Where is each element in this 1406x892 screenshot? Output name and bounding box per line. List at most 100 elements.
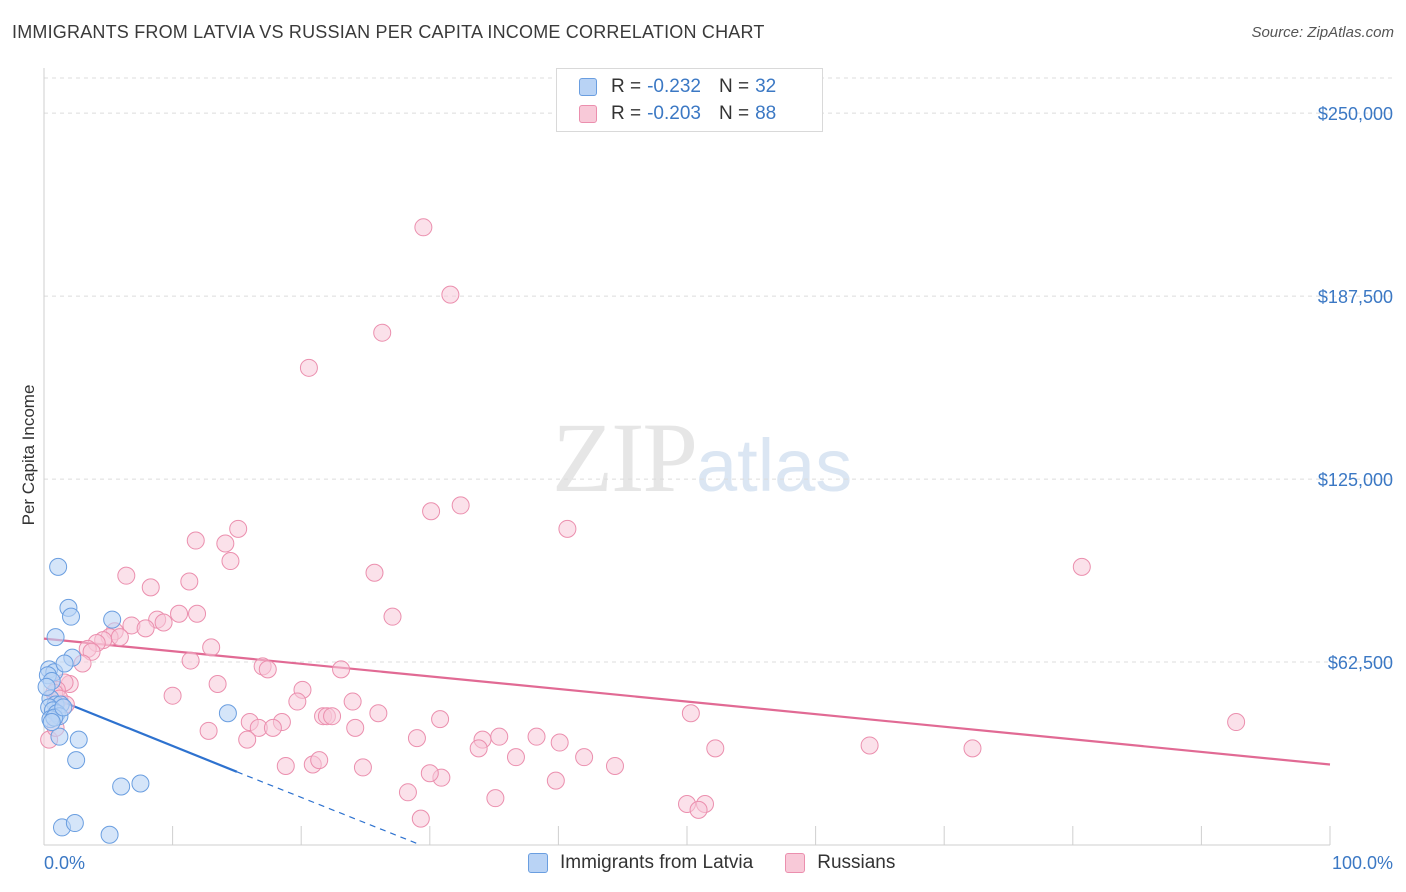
legend-row-latvia: R = -0.232 N = 32: [579, 75, 776, 99]
watermark: ZIPatlas: [552, 400, 852, 515]
legend-latvia-swatch: [528, 853, 548, 873]
source-note: Source: ZipAtlas.com: [1251, 24, 1394, 41]
latvia-point-28: [100, 825, 119, 844]
y-tick-labels: $62,500 $125,000 $187,500 $250,000: [1318, 104, 1393, 673]
russians-point-67: [276, 756, 295, 775]
russians-r-value: -0.203: [647, 103, 701, 124]
x-tick-label-end: 100.0%: [1332, 853, 1393, 873]
latvia-n-value: 32: [755, 76, 777, 97]
russians-point-63: [575, 748, 594, 767]
legend-latvia-label: Immigrants from Latvia: [560, 852, 754, 873]
russians-r-label: R =: [611, 103, 642, 124]
russians-point-34: [383, 607, 402, 626]
russians-point-12: [117, 566, 136, 585]
russians-point-10: [221, 552, 240, 571]
legend-item-russians: Russians: [785, 852, 895, 874]
latvia-point-25: [218, 704, 237, 723]
russians-point-48: [323, 707, 342, 726]
chart-title: IMMIGRANTS FROM LATVIA VS RUSSIAN PER CA…: [12, 22, 765, 42]
russians-n-value: 88: [755, 103, 777, 124]
y-tick-label-3: $250,000: [1318, 104, 1393, 124]
legend-row-russians: R = -0.203 N = 88: [579, 102, 776, 126]
russians-point-15: [188, 604, 207, 623]
latvia-point-17: [46, 628, 65, 647]
latvia-point-27: [65, 814, 84, 833]
russians-point-13: [141, 578, 160, 597]
trend-lines: [43, 637, 1331, 846]
russians-n-label: N =: [718, 103, 750, 124]
russians-point-11: [365, 563, 384, 582]
russians-point-33: [332, 660, 351, 679]
russians-point-78: [860, 736, 879, 755]
latvia-point-0: [49, 557, 68, 576]
russians-point-16: [170, 604, 189, 623]
russians-point-32: [258, 660, 277, 679]
latvia-point-19: [103, 610, 122, 629]
russians-point-74: [398, 783, 417, 802]
russians-point-85: [411, 809, 430, 828]
russians-point-50: [431, 710, 450, 729]
gridlines: [44, 77, 1395, 663]
stats-legend: R = -0.232 N = 32 R = -0.203 N = 88: [556, 68, 823, 132]
russians-point-23: [110, 628, 129, 647]
russians-point-66: [605, 756, 624, 775]
russians-point-56: [346, 718, 365, 737]
russians-point-54: [263, 718, 282, 737]
russians-swatch: [579, 105, 597, 123]
russians-point-69: [310, 751, 329, 770]
russians-point-7: [229, 519, 248, 538]
latvia-r-value: -0.232: [647, 76, 701, 97]
latvia-swatch: [579, 78, 597, 96]
latvia-point-21: [50, 727, 69, 746]
russians-point-30: [181, 651, 200, 670]
latvia-point-23: [131, 774, 150, 793]
russians-point-57: [238, 730, 257, 749]
russians-point-2: [373, 323, 392, 342]
legend-russians-label: Russians: [817, 852, 896, 873]
axes: [43, 68, 1331, 846]
russians-point-70: [353, 758, 372, 777]
latvia-point-20: [69, 730, 88, 749]
russians-point-84: [689, 800, 708, 819]
latvia-point-14: [54, 698, 73, 717]
russians-point-58: [407, 729, 426, 748]
russians-point-1: [441, 285, 460, 304]
russians-point-72: [420, 764, 439, 783]
latvia-point-31: [55, 654, 74, 673]
russians-point-44: [288, 692, 307, 711]
russians-point-29: [202, 638, 221, 657]
russians-point-45: [343, 692, 362, 711]
latvia-point-30: [42, 713, 61, 732]
latvia-trend-extension: [236, 771, 422, 846]
russians-point-80: [1072, 557, 1091, 576]
y-tick-label-0: $62,500: [1328, 653, 1393, 673]
latvia-point-22: [67, 751, 86, 770]
russians-point-79: [963, 739, 982, 758]
latvia-point-16: [62, 607, 81, 626]
latvia-r-label: R =: [611, 76, 642, 97]
russians-point-55: [199, 721, 218, 740]
latvia-n-label: N =: [718, 76, 750, 97]
russians-points: [40, 218, 1246, 828]
russians-point-65: [469, 739, 488, 758]
russians-point-14: [180, 572, 199, 591]
russians-point-62: [550, 733, 569, 752]
series-legend: Immigrants from Latvia Russians: [528, 852, 927, 874]
y-axis-label: Per Capita Income: [19, 385, 38, 526]
legend-item-latvia: Immigrants from Latvia: [528, 852, 753, 874]
russians-point-3: [299, 358, 318, 377]
watermark-atlas: atlas: [696, 424, 853, 507]
russians-point-77: [706, 739, 725, 758]
russians-point-42: [163, 686, 182, 705]
russians-point-60: [490, 727, 509, 746]
russians-point-49: [369, 704, 388, 723]
russians-point-81: [1227, 713, 1246, 732]
russians-point-35: [208, 674, 227, 693]
russians-point-0: [414, 218, 433, 237]
russians-point-9: [216, 534, 235, 553]
russians-point-6: [558, 519, 577, 538]
russians-point-64: [506, 748, 525, 767]
russians-point-18: [154, 613, 173, 632]
x-tick-label-start: 0.0%: [44, 853, 85, 873]
